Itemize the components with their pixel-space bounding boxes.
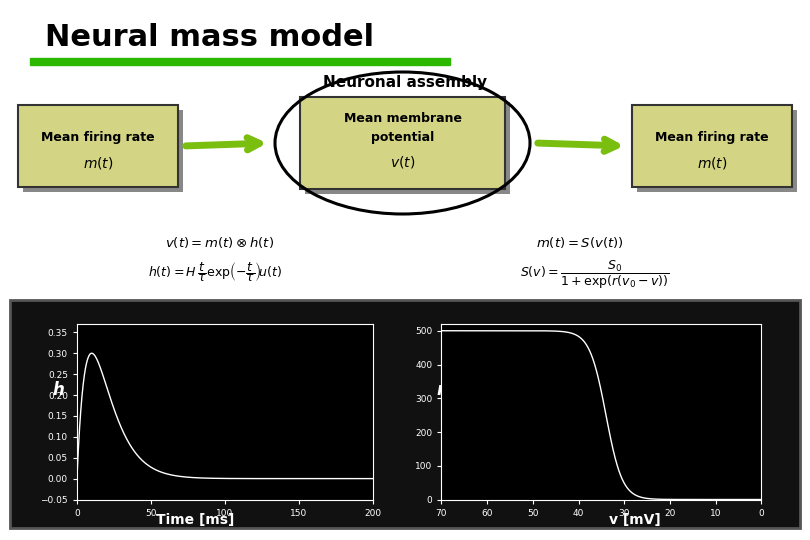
Text: $h(t)=H\,\dfrac{t}{\tau}\exp\!\left(-\dfrac{t}{\tau}\right)\!u(t)$: $h(t)=H\,\dfrac{t}{\tau}\exp\!\left(-\df…: [147, 260, 282, 284]
Text: $v(t)$: $v(t)$: [390, 154, 416, 170]
Text: $S(v)=\dfrac{S_0}{1+\exp(r(v_0-v))}$: $S(v)=\dfrac{S_0}{1+\exp(r(v_0-v))}$: [520, 259, 670, 291]
Text: $m(t)$: $m(t)$: [83, 155, 113, 171]
FancyBboxPatch shape: [23, 110, 183, 192]
Text: Mean membrane: Mean membrane: [343, 112, 462, 125]
FancyBboxPatch shape: [637, 110, 797, 192]
Text: Neural mass model: Neural mass model: [45, 24, 374, 52]
Text: h: h: [52, 381, 64, 399]
FancyBboxPatch shape: [632, 105, 792, 187]
Bar: [30, 58, 450, 65]
Text: Mean firing rate: Mean firing rate: [655, 131, 769, 144]
Text: $v(t)=m(t)\otimes h(t)$: $v(t)=m(t)\otimes h(t)$: [165, 234, 275, 249]
Text: potential: potential: [371, 131, 434, 144]
Text: Mean firing rate: Mean firing rate: [41, 131, 155, 144]
FancyBboxPatch shape: [18, 105, 178, 187]
FancyArrowPatch shape: [185, 138, 259, 150]
Text: Time [ms]: Time [ms]: [156, 513, 234, 527]
FancyBboxPatch shape: [300, 97, 505, 189]
Text: v [mV]: v [mV]: [609, 513, 661, 527]
FancyArrowPatch shape: [538, 139, 616, 151]
Text: $m(t)=S(v(t))$: $m(t)=S(v(t))$: [536, 234, 624, 249]
Text: Neuronal assembly: Neuronal assembly: [323, 75, 487, 90]
Text: $m(t)$: $m(t)$: [697, 155, 727, 171]
Text: m: m: [437, 381, 454, 399]
FancyBboxPatch shape: [305, 102, 510, 194]
Bar: [10, 300, 800, 528]
